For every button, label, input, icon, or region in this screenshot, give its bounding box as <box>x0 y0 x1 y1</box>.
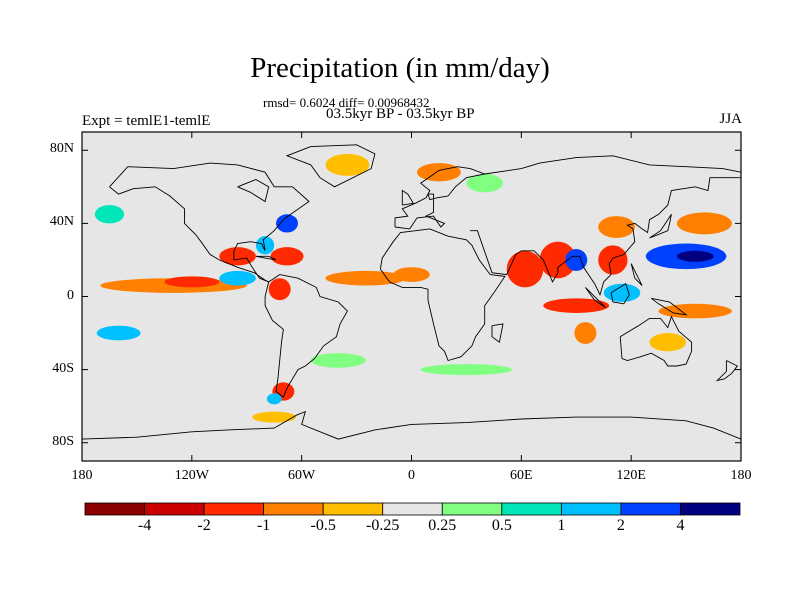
colorbar-label: -0.25 <box>366 517 400 534</box>
coast-greenland <box>285 144 376 188</box>
anomaly-australia-dry <box>649 333 687 352</box>
colorbar-label: -0.5 <box>310 517 336 534</box>
anomaly-florida-wet <box>255 236 275 255</box>
colorbar-swatch <box>84 502 145 516</box>
colorbar-swatch <box>560 502 622 516</box>
anomaly-antarctic-coast-dry <box>252 411 297 423</box>
colorbar-label: 0.5 <box>491 517 512 534</box>
map-background <box>82 132 741 461</box>
anomaly-north-pacific-wet <box>94 205 125 224</box>
anomaly-caribbean-dry <box>270 247 304 266</box>
coast-asia-north <box>484 155 741 175</box>
anomaly-south-pacific-wet <box>96 325 141 341</box>
coastlines <box>82 144 741 440</box>
colorbar-swatch <box>263 502 324 516</box>
coast-australia <box>619 315 693 367</box>
anomaly-maritime-continent-wet <box>603 283 641 302</box>
lon-label: 120W <box>174 468 209 483</box>
colorbar-swatch <box>680 502 741 516</box>
coast-madagascar <box>491 323 504 343</box>
colorbar-label: 4 <box>676 517 685 534</box>
anomaly-equatorial-atlantic-dry <box>325 270 407 286</box>
season-label: JJA <box>719 111 742 127</box>
colorbar-swatch <box>203 502 265 516</box>
colorbar-swatch <box>441 502 503 516</box>
coast-hudson-bay <box>237 179 270 203</box>
lat-label: 80N <box>49 141 74 157</box>
coast-philippines <box>630 263 643 286</box>
colorbar-swatch <box>382 502 443 516</box>
colorbar-label: -2 <box>197 517 211 534</box>
colorbar <box>84 502 741 516</box>
colorbar-swatch <box>501 502 562 516</box>
anomaly-central-america-dry <box>219 247 256 266</box>
anomaly-greenland-dry <box>325 153 370 176</box>
lat-label: 80S <box>52 433 74 449</box>
colorbar-label: 0.25 <box>428 517 457 534</box>
coast-north-america <box>109 162 310 283</box>
anomaly-europe-dry <box>416 163 461 182</box>
lat-label: 40S <box>52 360 74 376</box>
anomaly-us-east-wet <box>276 214 299 233</box>
colorbar-swatch <box>620 502 681 516</box>
lon-label: 60E <box>510 468 533 483</box>
anomaly-colombia-dry <box>268 278 291 301</box>
lon-label: 180 <box>71 468 93 483</box>
lat-label: 40N <box>49 214 74 230</box>
anomaly-western-pacific-core-wet <box>676 250 714 262</box>
coast-uk <box>401 189 415 206</box>
anomaly-north-pacific-east-dry <box>676 212 732 235</box>
axis-ticks <box>81 132 742 461</box>
coast-japan <box>649 214 672 239</box>
lon-label: 60W <box>288 468 316 483</box>
anomaly-layer <box>94 153 732 423</box>
anomaly-southern-ocean-wet <box>420 364 513 376</box>
anomaly-china-dry <box>598 216 635 239</box>
plot-title: Precipitation (in mm/day) <box>250 52 550 84</box>
coast-asia-south <box>470 177 741 296</box>
colorbar-label: -4 <box>137 517 152 534</box>
coast-new-guinea <box>651 297 688 316</box>
period-line: 03.5kyr BP - 03.5kyr BP <box>326 106 475 122</box>
experiment-label: Expt = temlE1-temlE <box>82 113 211 129</box>
stats-line: rmsd= 0.6024 diff= 0.00968432 <box>263 95 430 110</box>
colorbar-swatch <box>144 502 205 516</box>
anomaly-india-dry <box>539 241 577 279</box>
anomaly-south-indian-dry <box>574 322 597 345</box>
anomaly-south-atlantic-wet <box>310 353 366 368</box>
colorbar-label: 2 <box>616 517 625 534</box>
anomaly-east-pacific-wet <box>219 270 256 286</box>
lon-label: 120E <box>616 468 646 483</box>
colorbar-label: 1 <box>557 517 566 534</box>
colorbar-label: -1 <box>256 517 271 534</box>
coast-africa <box>379 228 506 362</box>
anomaly-south-china-sea-dry <box>598 245 628 275</box>
coast-sumatra <box>585 287 606 308</box>
coast-europe <box>394 166 487 230</box>
coast-south-america <box>264 274 348 398</box>
anomaly-arabian-sea-dry <box>506 250 544 288</box>
coast-new-zealand <box>715 360 738 382</box>
anomaly-bay-of-bengal-wet <box>565 248 588 271</box>
coast-borneo <box>610 283 630 305</box>
coast-cuba <box>255 255 277 261</box>
anomaly-scandinavia-wet <box>466 174 504 193</box>
anomaly-west-africa-dry <box>393 267 430 282</box>
anomaly-itcz-pacific-strong-dry <box>164 276 220 288</box>
lon-label: 0 <box>408 468 415 483</box>
anomaly-patagonia-wet <box>266 393 282 405</box>
lon-label: 180 <box>730 468 752 483</box>
lat-label: 0 <box>67 287 74 303</box>
coast-antarctica <box>82 410 741 440</box>
anomaly-indian-ocean-equatorial-dry <box>543 298 610 313</box>
colorbar-swatch <box>322 502 384 516</box>
